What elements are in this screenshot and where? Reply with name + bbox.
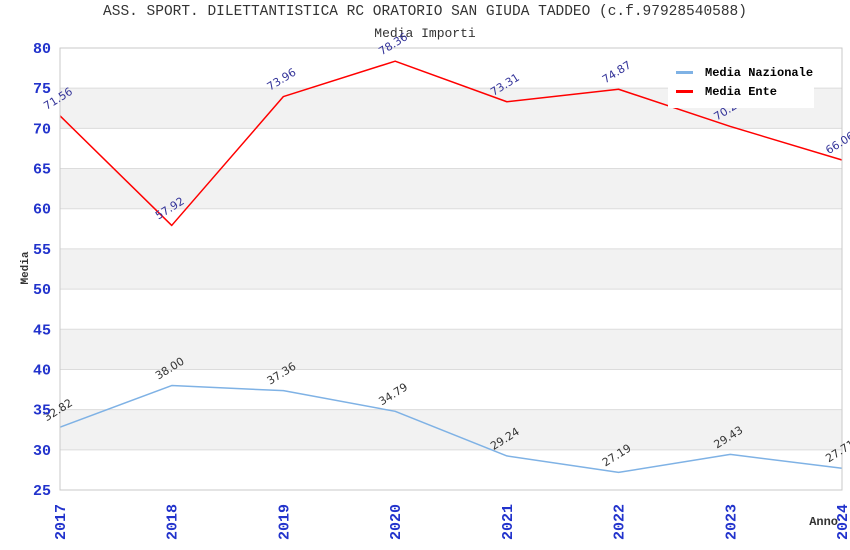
x-tick-labels: 2017 2018 2019 2020 2021 2022 2023 2024	[53, 504, 850, 540]
chart-subtitle: Media Importi	[374, 26, 476, 41]
x-tick-label: 2020	[388, 504, 405, 540]
y-tick-label: 80	[33, 41, 51, 58]
x-tick-label: 2024	[835, 504, 850, 540]
point-label: 78.36	[376, 30, 410, 58]
legend: Media Nazionale Media Ente	[668, 57, 814, 108]
y-tick-label: 70	[33, 121, 51, 138]
y-tick-label: 35	[33, 403, 51, 420]
x-tick-label: 2021	[500, 504, 517, 540]
y-tick-label: 55	[33, 242, 51, 259]
x-tick-label: 2022	[612, 504, 629, 540]
point-label: 34.79	[376, 380, 410, 408]
legend-dash-media-nazionale-icon	[676, 71, 693, 74]
y-tick-labels: 25 30 35 40 45 50 55 60 65 70 75 80	[33, 41, 51, 500]
x-tick-label: 2019	[276, 504, 293, 540]
x-axis-title: Anno	[809, 515, 838, 529]
gridlines	[60, 87, 842, 451]
chart-title: ASS. SPORT. DILETTANTISTICA RC ORATORIO …	[103, 4, 747, 20]
series-line-0	[59, 384, 843, 474]
series-lines	[59, 60, 843, 474]
point-label: 74.87	[600, 58, 634, 86]
x-tick-label: 2018	[165, 504, 182, 540]
legend-label-media-ente: Media Ente	[705, 84, 778, 99]
point-label: 66.06	[823, 129, 850, 157]
plot-frame	[59, 47, 843, 491]
x-tick-label: 2017	[53, 504, 70, 540]
y-tick-label: 50	[33, 282, 51, 299]
legend-item-media-ente: Media Ente	[676, 82, 806, 101]
y-tick-label: 30	[33, 443, 51, 460]
plot-bands	[60, 88, 842, 450]
band	[60, 168, 842, 209]
y-tick-label: 60	[33, 202, 51, 219]
legend-dash-media-ente-icon	[676, 90, 693, 93]
y-tick-label: 40	[33, 362, 51, 379]
x-tick-label: 2023	[723, 504, 740, 540]
band	[60, 329, 842, 370]
y-tick-label: 45	[33, 322, 51, 339]
y-tick-label: 25	[33, 483, 51, 500]
legend-label-media-nazionale: Media Nazionale	[705, 65, 814, 80]
series-line-1	[59, 60, 843, 227]
legend-item-media-nazionale: Media Nazionale	[676, 63, 813, 82]
y-tick-label: 75	[33, 81, 51, 98]
band	[60, 248, 842, 290]
band	[60, 409, 842, 450]
y-tick-label: 65	[33, 162, 51, 179]
